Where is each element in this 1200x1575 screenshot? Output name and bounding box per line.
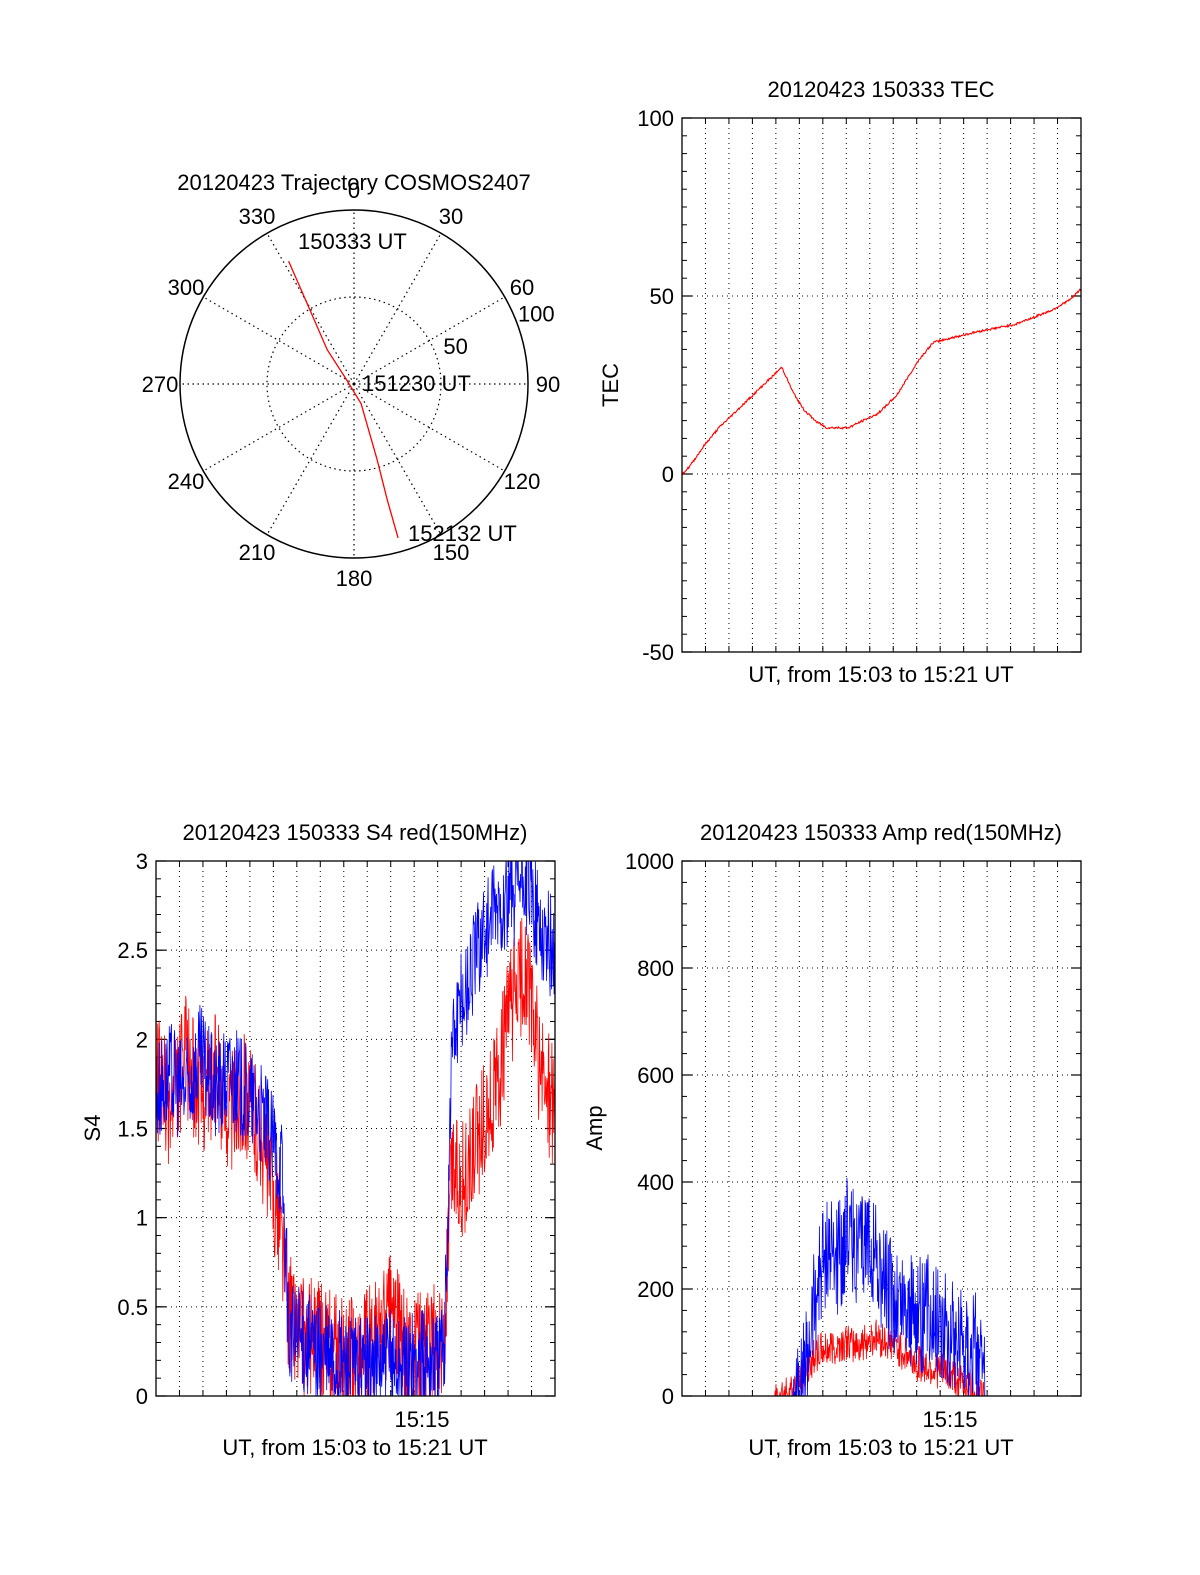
polar-azimuth-label: 0 [348,178,360,203]
polar-azimuth-label: 30 [439,204,463,229]
polar-azimuth-label: 120 [504,469,541,494]
y-tick-label: 50 [650,284,674,309]
y-tick-label: 2 [136,1027,148,1052]
amp-ylabel: Amp [582,1105,607,1150]
y-tick-label: 0.5 [117,1295,148,1320]
y-tick-label: 800 [637,956,674,981]
y-tick-label: 0 [662,462,674,487]
trajectory-end-label: 152132 UT [408,521,517,546]
polar-spoke-210 [266,383,355,535]
polar-azimuth-label: 270 [142,372,179,397]
polar-spoke-60 [353,296,505,385]
y-tick-label: 3 [136,849,148,874]
y-tick-label: 1.5 [117,1117,148,1142]
polar-title: 20120423 Trajectory COSMOS2407 [177,170,530,195]
polar-azimuth-label: 90 [536,372,560,397]
trajectory-mid-label: 151230 UT [362,371,471,396]
s4-ylabel: S4 [80,1115,105,1142]
polar-azimuth-label: 60 [510,275,534,300]
series-line [682,1319,1081,1396]
amp-title: 20120423 150333 Amp red(150MHz) [700,820,1062,845]
s4-xtick-label: 15:15 [394,1407,449,1432]
polar-radial-label: 100 [518,302,555,327]
s4-title: 20120423 150333 S4 red(150MHz) [183,820,528,845]
y-tick-label: -50 [642,640,674,665]
polar-ring-50 [266,296,442,472]
plot-frame [155,860,556,1397]
tec-ylabel: TEC [598,363,623,407]
polar-spoke-120 [353,383,505,472]
polar-spoke-300 [203,296,355,385]
polar-azimuth-label: 240 [168,469,205,494]
amp-panel: 20120423 150333 Amp red(150MHz) UT, from… [582,820,1082,1460]
s4-panel: 20120423 150333 S4 red(150MHz) UT, from … [80,820,556,1460]
y-tick-label: 2.5 [117,938,148,963]
trajectory-start-label: 150333 UT [298,229,407,254]
amp-xlabel: UT, from 15:03 to 15:21 UT [748,1435,1013,1460]
polar-panel: 20120423 Trajectory COSMOS2407 0 30 60 90 12… [142,170,561,591]
tec-title: 20120423 150333 TEC [767,77,994,102]
series-line [682,288,1081,476]
polar-azimuth-label: 180 [336,566,373,591]
polar-radial-label: 50 [443,334,467,359]
s4-xlabel: UT, from 15:03 to 15:21 UT [222,1435,487,1460]
polar-spoke-330 [266,233,355,385]
y-tick-label: 100 [637,106,674,131]
polar-azimuth-label: 330 [239,204,276,229]
amp-xtick-label: 15:15 [922,1407,977,1432]
tec-panel: 20120423 150333 TEC UT, from 15:03 to 15… [598,77,1082,687]
polar-spoke-150 [353,383,442,535]
polar-radial-labels: 50 100 [443,302,554,360]
polar-azimuth-label: 150 [433,540,470,565]
y-tick-label: 0 [662,1384,674,1409]
polar-spoke-240 [203,383,355,472]
y-tick-label: 0 [136,1384,148,1409]
polar-azimuth-label: 210 [239,540,276,565]
polar-grid [179,209,529,559]
series-line [156,861,555,1396]
plot-frame [681,860,1082,1397]
series-line [682,1177,1081,1396]
tec-xlabel: UT, from 15:03 to 15:21 UT [748,662,1013,687]
y-tick-label: 1000 [625,849,674,874]
y-tick-label: 600 [637,1063,674,1088]
y-tick-label: 200 [637,1277,674,1302]
polar-azimuth-label: 300 [168,275,205,300]
polar-outer-circle [179,209,529,559]
plot-frame [681,117,1082,653]
y-tick-label: 1 [136,1206,148,1231]
polar-spoke-30 [353,233,442,385]
polar-azimuth-labels: 0 30 60 90 120 150 180 210 240 270 300 330 [142,178,561,591]
y-tick-label: 400 [637,1170,674,1195]
trajectory-line [288,260,399,539]
